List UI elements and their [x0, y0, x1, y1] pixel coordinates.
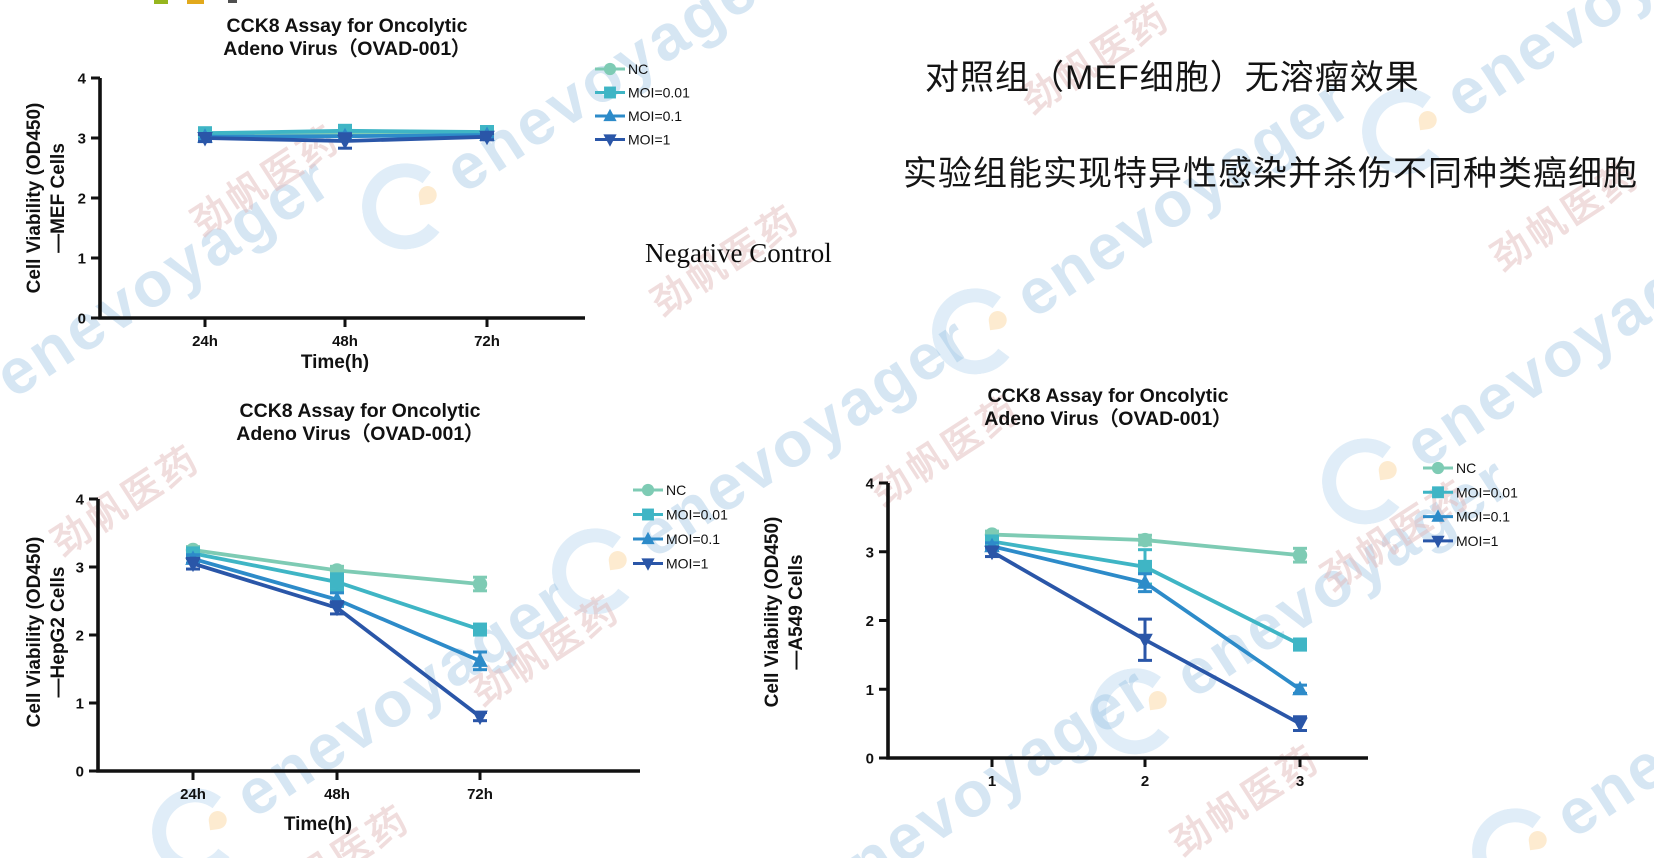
mef-legend-label: MOI=0.1: [628, 108, 682, 124]
circle-marker: [1292, 547, 1308, 563]
a549-ytick: 4: [866, 476, 875, 493]
top-edge-strip-orange: [187, 0, 204, 4]
triangle-down-marker: [1431, 535, 1445, 549]
a549-ytick: 0: [866, 751, 874, 768]
mef-title: CCK8 Assay for Oncolytic: [227, 15, 468, 37]
hepg2-ytick: 3: [76, 560, 84, 577]
hepg2-ytick: 4: [76, 492, 85, 509]
a549-ytick: 1: [866, 682, 874, 699]
a549-legend-label: NC: [1456, 460, 1476, 476]
mef-ylabel: Cell Viability (OD450): [24, 103, 45, 294]
triangle-down-marker: [641, 558, 655, 571]
mef-ytick: 1: [78, 251, 86, 268]
hepg2-title: CCK8 Assay for Oncolytic: [240, 400, 481, 422]
mef-xlabel: Time(h): [301, 352, 369, 373]
hepg2-title: Adeno Virus（OVAD-001）: [236, 422, 483, 445]
hepg2-axes: [96, 499, 640, 773]
hepg2-ylabel: —HepG2 Cells: [48, 567, 69, 698]
a549-title: Adeno Virus（OVAD-001）: [984, 407, 1231, 430]
circle-marker: [641, 483, 655, 497]
circle-marker: [603, 62, 617, 76]
a549-legend-label: MOI=0.1: [1456, 509, 1510, 525]
top-edge-strip-green: [154, 0, 168, 4]
hepg2-ytick: 0: [76, 764, 84, 781]
triangle-down-marker: [479, 130, 495, 146]
hepg2-legend-label: NC: [666, 482, 686, 498]
hepg2-xlabel: Time(h): [284, 814, 352, 835]
triangle-down-marker: [337, 135, 353, 150]
note-control-group: 对照组（MEF细胞）无溶瘤效果: [925, 59, 1420, 97]
mef-chart: 0 1 2 3 4 24h 48h 72h CCK8 Assay for OncolyticAd…: [24, 15, 690, 373]
triangle-up-marker: [1292, 680, 1308, 696]
mef-ytick: 0: [78, 311, 86, 328]
square-marker: [330, 574, 344, 589]
mef-title: Adeno Virus（OVAD-001）: [223, 37, 470, 60]
a549-ytick: 2: [866, 613, 874, 630]
a549-legend-label: MOI=0.01: [1456, 484, 1518, 500]
negative-control-label: Negative Control: [645, 238, 832, 268]
triangle-down-marker: [1137, 633, 1153, 649]
mef-ytick: 2: [78, 191, 86, 208]
circle-marker: [1137, 532, 1153, 548]
square-marker: [1293, 637, 1307, 652]
a549-legend-label: MOI=1: [1456, 533, 1499, 549]
a549-ylabel: Cell Viability (OD450): [762, 517, 783, 708]
mef-ytick: 4: [78, 71, 87, 88]
mef-legend-label: NC: [628, 61, 648, 77]
mef-ytick: 3: [78, 131, 86, 148]
square-marker: [642, 508, 654, 521]
hepg2-legend-label: MOI=0.01: [666, 507, 728, 523]
mef-legend-label: MOI=1: [628, 132, 671, 148]
triangle-down-marker: [329, 601, 345, 617]
hepg2-xtick: 48h: [324, 786, 350, 803]
hepg2-ylabel: Cell Viability (OD450): [24, 537, 45, 728]
triangle-up-marker: [472, 652, 488, 667]
triangle-down-marker: [1292, 717, 1308, 733]
square-marker: [1138, 559, 1152, 574]
a549-xtick: 1: [988, 773, 996, 790]
triangle-down-marker: [185, 557, 201, 573]
hepg2-chart: 0 1 2 3 4 24h 48h 72h CCK8 Assay for OncolyticAd…: [24, 400, 728, 835]
mef-legend-label: MOI=0.01: [628, 85, 690, 101]
a549-ytick: 3: [866, 544, 874, 561]
hepg2-xtick: 72h: [467, 786, 493, 803]
note-experiment-group: 实验组能实现特异性感染并杀伤不同种类癌细胞: [903, 155, 1638, 193]
mef-xtick: 72h: [474, 333, 500, 350]
a549-ylabel: —A549 Cells: [786, 554, 807, 669]
triangle-down-marker: [984, 545, 1000, 561]
hepg2-ytick: 2: [76, 628, 84, 645]
triangle-down-marker: [197, 132, 213, 147]
triangle-up-marker: [603, 108, 617, 122]
triangle-down-marker: [472, 710, 488, 726]
triangle-up-marker: [641, 531, 655, 545]
triangle-up-marker: [1137, 574, 1153, 589]
mef-xtick: 48h: [332, 333, 358, 350]
hepg2-ytick: 1: [76, 696, 84, 713]
square-marker: [604, 86, 616, 99]
triangle-down-marker: [603, 134, 617, 147]
mef-axes: [98, 78, 585, 320]
a549-xtick: 2: [1141, 773, 1149, 790]
square-marker: [1432, 486, 1444, 499]
a549-xtick: 3: [1296, 773, 1304, 790]
top-edge-strip-grey: [228, 0, 237, 3]
circle-marker: [1431, 461, 1445, 475]
square-marker: [473, 622, 487, 637]
circle-marker: [472, 576, 488, 592]
hepg2-legend-label: MOI=0.1: [666, 531, 720, 547]
mef-ylabel: —MEF Cells: [48, 143, 69, 253]
hepg2-legend-label: MOI=1: [666, 556, 709, 572]
triangle-up-marker: [1431, 509, 1445, 522]
hepg2-xtick: 24h: [180, 786, 206, 803]
mef-xtick: 24h: [192, 333, 218, 350]
a549-title: CCK8 Assay for Oncolytic: [988, 385, 1229, 407]
